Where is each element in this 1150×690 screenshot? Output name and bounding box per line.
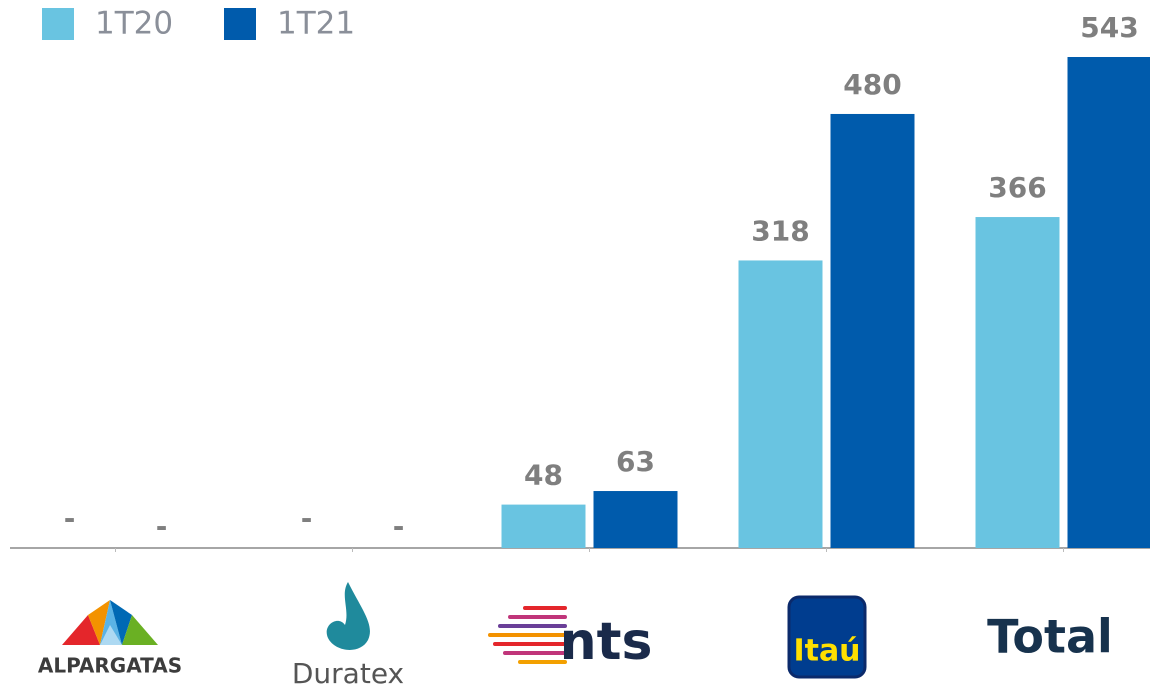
value-label: - [64,502,76,535]
alpargatas-logo [62,600,158,645]
bar [593,491,678,548]
category-label: Itaú [793,634,860,669]
category-label: Total [987,610,1113,664]
category-label: nts [560,612,653,672]
bar [738,260,823,548]
value-label: 318 [751,214,809,247]
category-label: Duratex [292,657,404,690]
value-label: - [301,502,313,535]
value-label: 48 [524,459,563,492]
itau-logo [787,595,867,679]
value-label: - [393,510,405,543]
value-label: - [156,510,168,543]
bar [975,217,1060,548]
bar [501,504,586,548]
category-label: ALPARGATAS [38,654,182,678]
bar [1067,57,1150,548]
value-label: 366 [988,171,1046,204]
bar [830,113,915,548]
duratex-logo [326,582,370,650]
value-label: 543 [1080,11,1138,44]
legend-swatch [224,8,256,40]
value-label: 63 [616,445,655,478]
legend-label: 1T21 [277,6,355,42]
legend-label: 1T20 [95,6,173,42]
value-label: 480 [843,68,901,101]
legend-swatch [42,8,74,40]
nts-stripes [488,606,567,664]
